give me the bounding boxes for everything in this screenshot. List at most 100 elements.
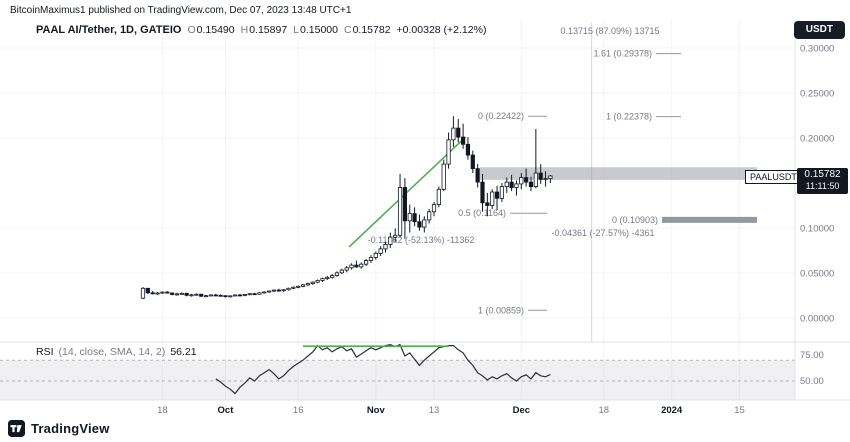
time-axis-label: 13 xyxy=(429,405,440,416)
candle-up xyxy=(189,294,194,297)
ohlc-close: C 0.15782 xyxy=(344,24,391,36)
candle-up xyxy=(281,289,286,292)
candle-up xyxy=(397,187,403,236)
high-value: 0.15897 xyxy=(249,24,288,36)
symbol-title: PAAL AI/Tether, 1D, GATEIO xyxy=(36,24,182,36)
candle-down xyxy=(169,292,175,295)
candle-up xyxy=(451,127,456,141)
tradingview-logo[interactable]: TradingView xyxy=(8,420,110,437)
candle-up xyxy=(208,294,213,297)
change-value: +0.00328 (+2.12%) xyxy=(396,24,487,36)
ohlc-high: H 0.15897 xyxy=(241,24,288,36)
bar-countdown: 11:11:50 xyxy=(805,181,840,191)
candle-up xyxy=(266,290,272,293)
price-axis-label: 0.00000 xyxy=(800,314,834,325)
candle-down xyxy=(480,181,485,204)
candle-down xyxy=(199,293,204,297)
ohlc-open: O 0.15490 xyxy=(187,24,234,36)
range-label: -0.04361 (-27.57%) -4361 xyxy=(551,228,654,238)
trend-line xyxy=(348,136,467,248)
candle-up xyxy=(155,292,160,295)
last-price-tag: 0.15782 11:11:50 xyxy=(797,168,848,194)
candle-down xyxy=(402,187,408,222)
candle-up xyxy=(349,264,354,269)
candle-up xyxy=(543,178,548,180)
candle-up xyxy=(228,295,233,298)
candle-up xyxy=(140,287,146,299)
candle-up xyxy=(242,294,247,296)
open-value: 0.15490 xyxy=(196,24,235,36)
open-label: O xyxy=(187,24,196,36)
candle-up xyxy=(286,287,291,291)
time-axis-label: Dec xyxy=(513,405,530,416)
candle-down xyxy=(524,177,529,183)
currency-toggle-button[interactable]: USDT xyxy=(793,21,845,39)
candle-up xyxy=(393,234,398,238)
candle-down xyxy=(145,287,150,294)
candle-up xyxy=(291,286,296,289)
candle-up xyxy=(378,248,383,254)
candle-down xyxy=(150,292,155,295)
rsi-legend: RSI (14, close, SMA, 14, 2) 56.21 xyxy=(36,346,197,358)
candle-up xyxy=(203,295,209,298)
rsi-axis-label: 50.00 xyxy=(800,376,824,387)
ohlc-low: L 0.15000 xyxy=(293,24,338,36)
high-label: H xyxy=(240,24,249,36)
candle-up xyxy=(334,272,340,276)
range-label: 0.13715 (87.09%) 13715 xyxy=(560,26,659,36)
candle-up xyxy=(363,260,369,265)
candle-up xyxy=(514,183,519,188)
candle-up xyxy=(179,292,184,295)
candle-down xyxy=(456,127,461,138)
candle-up xyxy=(310,281,315,285)
candle-down xyxy=(465,143,471,156)
candle-up xyxy=(320,278,325,281)
candle-down xyxy=(218,294,223,297)
candle-up xyxy=(325,276,330,279)
candle-up xyxy=(490,191,495,206)
time-axis-label: Nov xyxy=(367,405,386,416)
chart-legend: PAAL AI/Tether, 1D, GATEIO O 0.15490 H 0… xyxy=(36,24,486,36)
fib-level-label: 1 (0.22378) xyxy=(606,112,652,122)
candle-up xyxy=(499,186,505,199)
candle-up xyxy=(305,283,311,286)
candle-down xyxy=(252,293,257,296)
time-axis-label: 18 xyxy=(157,405,168,416)
candle-up xyxy=(339,269,344,274)
time-axis-label: 2024 xyxy=(661,405,683,416)
candle-up xyxy=(441,163,446,190)
fib-level-label: 0.5 (0.1164) xyxy=(458,208,506,218)
candle-up xyxy=(194,293,199,296)
candle-down xyxy=(475,168,480,183)
price-axis-label: 0.05000 xyxy=(800,269,834,280)
candle-up xyxy=(446,139,451,165)
candle-up xyxy=(359,263,364,268)
low-label: L xyxy=(293,24,300,36)
candle-up xyxy=(330,275,335,278)
candle-up xyxy=(368,257,374,261)
candle-down xyxy=(165,291,170,294)
fib-level-label: 1 (0.00859) xyxy=(478,305,524,315)
time-axis-label: 16 xyxy=(293,405,304,416)
price-axis-label: 0.20000 xyxy=(800,134,834,145)
rsi-title: RSI xyxy=(36,346,54,358)
candle-up xyxy=(233,294,238,297)
fib-level-label: 1.61 (0.29378) xyxy=(593,49,652,59)
candle-down xyxy=(354,264,359,268)
candle-up xyxy=(519,177,524,185)
candle-down xyxy=(460,136,466,145)
candle-up xyxy=(388,236,393,245)
candle-up xyxy=(504,181,509,188)
candle-down xyxy=(213,294,218,297)
time-axis-label: 15 xyxy=(734,405,745,416)
candle-down xyxy=(223,295,228,298)
candle-down xyxy=(509,181,514,188)
candle-up xyxy=(296,285,301,288)
candle-up xyxy=(300,284,306,287)
candle-up xyxy=(271,289,277,292)
candle-up xyxy=(533,172,538,188)
publish-attribution: BitcoinMaximus1 published on TradingView… xyxy=(10,5,352,16)
candle-up xyxy=(315,279,320,283)
low-value: 0.15000 xyxy=(300,24,338,36)
